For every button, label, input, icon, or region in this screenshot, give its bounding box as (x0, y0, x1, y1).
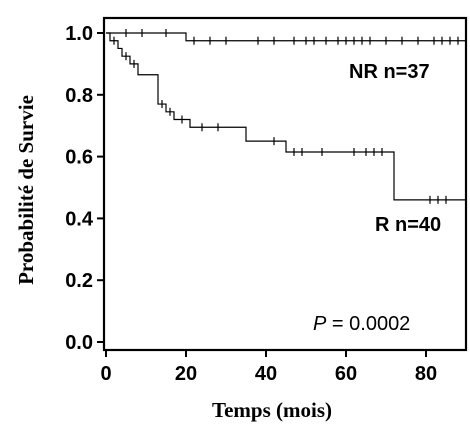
survival-curve (106, 32, 466, 201)
survival-curve (106, 32, 466, 42)
y-tick-label: 1.0 (65, 23, 93, 45)
x-tick-label: 60 (335, 363, 357, 385)
series-label-r: R n=40 (375, 214, 441, 236)
y-axis-ticks: 0.0 0.2 0.4 0.6 0.8 1.0 (65, 23, 104, 354)
y-tick-label: 0.6 (65, 147, 93, 169)
series-label-nr: NR n=37 (349, 61, 430, 83)
x-tick-label: 20 (175, 363, 197, 385)
x-tick-label: 40 (255, 363, 277, 385)
series-r (106, 32, 466, 204)
p-value-number: = 0.0002 (326, 313, 410, 335)
x-tick-label: 80 (415, 363, 437, 385)
x-tick-label: 0 (100, 363, 111, 385)
series-layer (106, 29, 466, 204)
p-value-symbol: P (313, 313, 327, 335)
x-axis-ticks: 0 20 40 60 80 (100, 350, 437, 385)
series-nr (106, 29, 466, 45)
y-tick-label: 0.8 (65, 85, 93, 107)
y-tick-label: 0.0 (65, 332, 93, 354)
y-axis-label: Probabilité de Survie (14, 95, 38, 285)
p-value-annotation: P = 0.0002 (313, 313, 410, 335)
plot-frame (102, 16, 468, 352)
y-tick-label: 0.2 (65, 270, 93, 292)
y-tick-label: 0.4 (65, 208, 94, 230)
plot-border (102, 16, 468, 352)
x-axis-label: Temps (mois) (212, 398, 332, 422)
